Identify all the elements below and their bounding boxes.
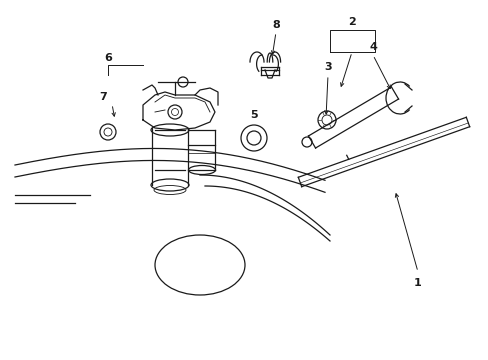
Text: 4: 4 — [368, 42, 376, 52]
Text: 5: 5 — [250, 110, 257, 120]
Text: 7: 7 — [99, 92, 107, 102]
Text: 2: 2 — [347, 17, 355, 27]
Text: 8: 8 — [271, 20, 279, 30]
Text: 3: 3 — [324, 62, 331, 72]
Text: 1: 1 — [413, 278, 421, 288]
Text: 6: 6 — [104, 53, 112, 63]
